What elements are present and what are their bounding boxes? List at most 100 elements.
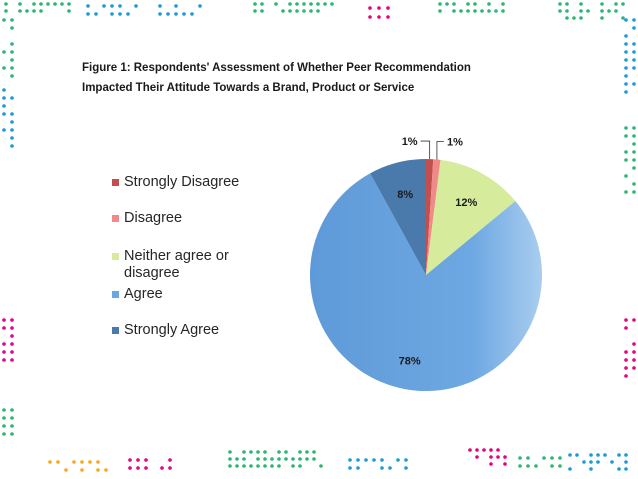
decorative-dot xyxy=(550,456,554,460)
decorative-dot xyxy=(312,457,316,461)
decorative-dot xyxy=(2,432,6,436)
decorative-dot xyxy=(632,82,636,86)
decorative-dot xyxy=(404,466,408,470)
decorative-dot xyxy=(589,467,593,471)
decorative-dot xyxy=(18,2,22,6)
decorative-dot xyxy=(388,466,392,470)
decorative-dot xyxy=(2,326,6,330)
decorative-dot xyxy=(228,450,232,454)
decorative-dot xyxy=(235,464,239,468)
decorative-dot xyxy=(624,326,628,330)
decorative-dot xyxy=(316,9,320,13)
decorative-dot xyxy=(10,318,14,322)
decorative-dot xyxy=(589,460,593,464)
decorative-dot xyxy=(295,2,299,6)
legend-item-strongly-agree: Strongly Agree xyxy=(112,322,274,339)
legend-item-agree: Agree xyxy=(112,286,274,303)
decorative-dot xyxy=(473,9,477,13)
decorative-dot xyxy=(348,466,352,470)
data-label-neither-agree-or-disagree: 12% xyxy=(455,197,477,209)
decorative-dot xyxy=(249,464,253,468)
decorative-dot xyxy=(158,4,162,8)
decorative-dot xyxy=(624,453,628,457)
decorative-dot xyxy=(53,2,57,6)
decorative-dot xyxy=(80,460,84,464)
decorative-dot xyxy=(2,350,6,354)
decorative-dot xyxy=(377,15,381,19)
decorative-dot xyxy=(632,366,636,370)
decorative-dot xyxy=(487,2,491,6)
decorative-dot xyxy=(288,2,292,6)
decorative-dot xyxy=(438,2,442,6)
decorative-dot xyxy=(558,464,562,468)
decorative-dot xyxy=(67,2,71,6)
decorative-dot xyxy=(482,448,486,452)
decorative-dot xyxy=(579,2,583,6)
decorative-dot xyxy=(10,358,14,362)
decorative-dot xyxy=(2,112,6,116)
pie-slice-disagree xyxy=(426,159,441,275)
decorative-dot xyxy=(10,42,14,46)
decorative-dot xyxy=(10,26,14,30)
legend-label-neither: Neither agree or disagree xyxy=(124,248,229,281)
decorative-dot xyxy=(632,42,636,46)
decorative-dot xyxy=(10,416,14,420)
decorative-dot xyxy=(305,450,309,454)
decorative-dot xyxy=(295,9,299,13)
decorative-dot xyxy=(600,16,604,20)
decorative-dot xyxy=(459,9,463,13)
decorative-dot xyxy=(302,2,306,6)
legend-label-strongly-disagree: Strongly Disagree xyxy=(124,174,240,190)
decorative-dot xyxy=(18,9,22,13)
decorative-dot xyxy=(10,58,14,62)
decorative-dot xyxy=(632,318,636,322)
legend-swatch-strongly-disagree xyxy=(112,179,119,186)
decorative-dot xyxy=(2,88,6,92)
decorative-dot xyxy=(80,468,84,472)
decorative-dot xyxy=(10,334,14,338)
decorative-dot xyxy=(364,458,368,462)
decorative-dot xyxy=(624,158,628,162)
decorative-dot xyxy=(586,9,590,13)
decorative-dot xyxy=(452,2,456,6)
decorative-dot xyxy=(624,74,628,78)
decorative-dot xyxy=(228,457,232,461)
decorative-dot xyxy=(624,190,628,194)
decorative-dot xyxy=(274,2,278,6)
decorative-dot xyxy=(624,174,628,178)
legend-item-strongly-disagree: Strongly Disagree xyxy=(112,174,274,191)
decorative-dot xyxy=(260,9,264,13)
decorative-dot xyxy=(380,466,384,470)
decorative-dot xyxy=(10,66,14,70)
decorative-dot xyxy=(632,182,636,186)
decorative-dot xyxy=(568,453,572,457)
decorative-dot xyxy=(624,467,628,471)
decorative-dot xyxy=(473,2,477,6)
decorative-dot xyxy=(489,455,493,459)
decorative-dot xyxy=(190,12,194,16)
decorative-dot xyxy=(182,12,186,16)
decorative-dot xyxy=(253,9,257,13)
decorative-dot xyxy=(46,2,50,6)
decorative-dot xyxy=(596,460,600,464)
decorative-dot xyxy=(126,12,130,16)
pie-slice-strongly-disagree xyxy=(426,159,434,275)
decorative-dot xyxy=(2,96,6,100)
decorative-dot xyxy=(253,2,257,6)
decorative-dot xyxy=(518,464,522,468)
decorative-dot xyxy=(503,462,507,466)
decorative-dot xyxy=(298,457,302,461)
decorative-dot xyxy=(445,2,449,6)
decorative-dot xyxy=(277,464,281,468)
decorative-dot xyxy=(110,12,114,16)
pie-chart: 1% 1% 12% 78% 8% xyxy=(310,136,542,391)
decorative-dot xyxy=(128,466,132,470)
decorative-dot xyxy=(632,66,636,70)
decorative-dot xyxy=(330,2,334,6)
data-label-disagree: 1% xyxy=(447,137,463,149)
decorative-dot xyxy=(589,453,593,457)
decorative-dot xyxy=(610,460,614,464)
decorative-dot xyxy=(386,6,390,10)
decorative-dot xyxy=(48,460,52,464)
decorative-dot xyxy=(632,18,636,22)
